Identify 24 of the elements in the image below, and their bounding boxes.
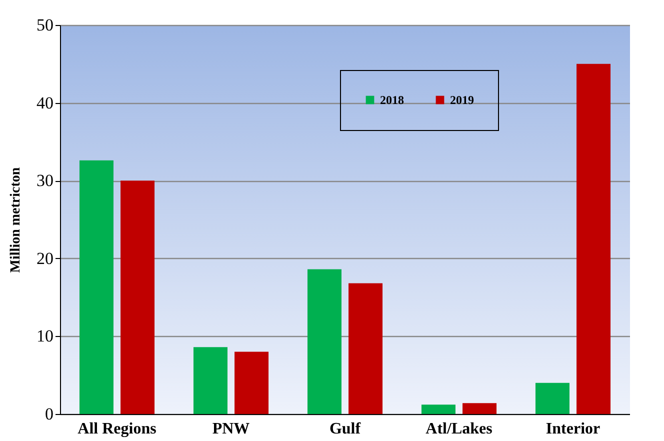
bar bbox=[421, 404, 456, 414]
bar bbox=[193, 347, 228, 414]
bar bbox=[576, 64, 611, 414]
bar bbox=[462, 403, 497, 414]
x-tick-label: All Regions bbox=[78, 420, 156, 438]
legend-label: 2018 bbox=[380, 93, 404, 107]
y-tick-label: 30 bbox=[36, 171, 54, 190]
bar bbox=[348, 283, 383, 414]
x-tick-label: PNW bbox=[212, 420, 250, 438]
bar bbox=[307, 269, 342, 414]
bar bbox=[535, 382, 570, 414]
x-tick-label: Gulf bbox=[329, 420, 362, 438]
y-tick-label: 20 bbox=[36, 248, 54, 268]
y-axis-title: Million metricton bbox=[8, 167, 24, 273]
bar bbox=[120, 180, 155, 414]
y-tick-label: 10 bbox=[36, 326, 54, 346]
bar bbox=[79, 160, 114, 414]
legend-label: 2019 bbox=[450, 93, 474, 107]
y-tick-label: 50 bbox=[36, 16, 54, 34]
x-tick-label: Atl/Lakes bbox=[426, 420, 492, 438]
x-tick-label: Interior bbox=[546, 420, 600, 438]
bar bbox=[234, 352, 269, 414]
y-tick-label: 0 bbox=[45, 404, 54, 424]
y-tick-label: 40 bbox=[36, 93, 54, 112]
